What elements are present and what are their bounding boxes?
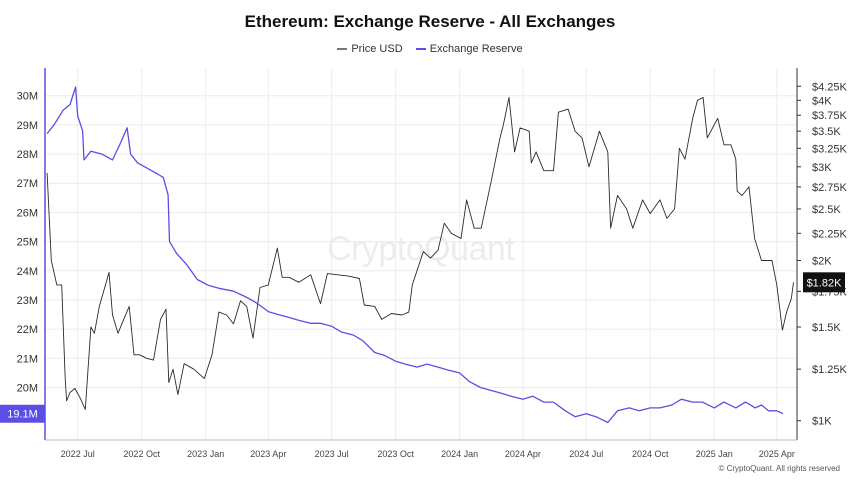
x-tick-label: 2025 Jan	[696, 449, 733, 459]
right-tick-label: $2.75K	[812, 182, 848, 194]
right-tick-label: $1.25K	[812, 364, 848, 376]
legend-label-reserve: Exchange Reserve	[429, 43, 523, 55]
left-axis: 20M 21M 22M 23M 24M 25M 26M 27M 28M 29M 30M	[17, 68, 46, 440]
left-tick-label: 25M	[17, 237, 38, 249]
current-reserve-badge	[0, 404, 45, 423]
left-tick-label: 20M	[17, 382, 38, 394]
left-tick-label: 21M	[17, 353, 38, 365]
series-lines	[46, 86, 794, 424]
left-tick-label: 30M	[17, 91, 38, 103]
right-tick-label: $2.25K	[812, 228, 848, 240]
x-tick-label: 2024 Oct	[632, 449, 669, 459]
x-tick-label: 2023 Jul	[315, 449, 349, 459]
current-price-badge	[803, 272, 845, 293]
chart-title: Ethereum: Exchange Reserve - All Exchang…	[244, 12, 616, 31]
legend-swatch-price	[337, 48, 348, 50]
gridlines	[45, 68, 797, 440]
left-tick-label: 24M	[17, 266, 38, 278]
right-tick-label: $4K	[812, 95, 832, 107]
x-tick-label: 2022 Oct	[123, 449, 160, 459]
legend-item-price[interactable]: Price USD	[337, 43, 403, 55]
left-tick-label: 23M	[17, 295, 38, 307]
current-price-label: $1.82K	[807, 277, 843, 289]
right-tick-label: $1.5K	[812, 322, 841, 334]
watermark: CryptoQuant	[327, 230, 515, 268]
legend: Price USD Exchange Reserve	[0, 41, 860, 55]
right-tick-label: $1K	[812, 416, 832, 428]
exchange-reserve-line	[46, 86, 784, 424]
right-tick-label: $2.5K	[812, 204, 841, 216]
current-reserve-label: 19.1M	[7, 409, 38, 421]
x-axis: 2022 Jul 2022 Oct 2023 Jan 2023 Apr 2023 Jul…	[45, 439, 797, 459]
x-tick-label: 2023 Oct	[377, 449, 414, 459]
x-tick-label: 2024 Jan	[441, 449, 478, 459]
legend-label-price: Price USD	[351, 43, 403, 55]
left-tick-label: 27M	[17, 178, 38, 190]
right-axis: $1K$1.25K$1.5K$1.75K$2K$2.25K$2.5K$2.75K…	[796, 68, 848, 440]
price-usd-line	[46, 96, 794, 410]
x-tick-label: 2022 Jul	[61, 449, 95, 459]
current-value-badges: 19.1M $1.82K	[0, 272, 845, 423]
legend-swatch-reserve	[415, 48, 426, 50]
x-tick-label: 2023 Jan	[187, 449, 224, 459]
right-tick-label: $3.5K	[812, 126, 841, 138]
right-tick-label: $3.25K	[812, 143, 848, 155]
legend-item-reserve[interactable]: Exchange Reserve	[415, 43, 523, 55]
x-tick-label: 2024 Jul	[569, 449, 603, 459]
x-tick-label: 2024 Apr	[505, 449, 541, 459]
left-tick-label: 26M	[17, 207, 38, 219]
right-tick-label: $3K	[812, 162, 832, 174]
copyright-text: © CryptoQuant. All rights reserved	[718, 464, 841, 473]
right-tick-label: $2K	[812, 256, 832, 268]
x-tick-label: 2025 Apr	[759, 449, 795, 459]
left-tick-label: 29M	[17, 120, 38, 132]
left-tick-label: 22M	[17, 324, 38, 336]
x-tick-label: 2023 Apr	[250, 449, 286, 459]
right-tick-label: $3.75K	[812, 110, 848, 122]
left-tick-label: 28M	[17, 149, 38, 161]
right-tick-label: $4.25K	[812, 81, 848, 93]
